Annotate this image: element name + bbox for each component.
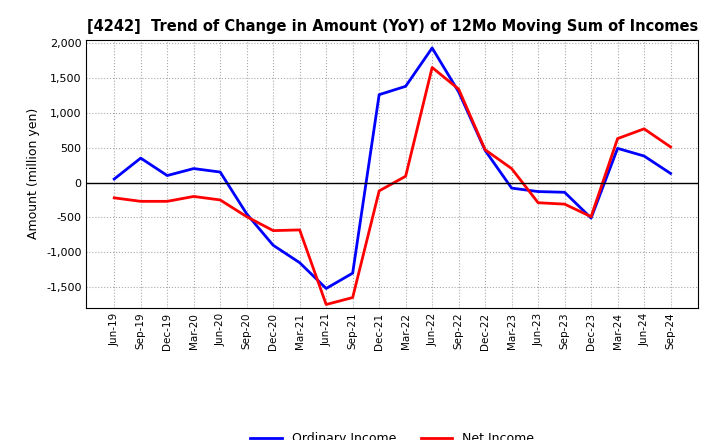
Net Income xyxy=(428,65,436,70)
Ordinary Income xyxy=(295,260,304,265)
Net Income xyxy=(613,136,622,141)
Net Income xyxy=(216,197,225,202)
Title: [4242]  Trend of Change in Amount (YoY) of 12Mo Moving Sum of Incomes: [4242] Trend of Change in Amount (YoY) o… xyxy=(87,19,698,34)
Net Income xyxy=(534,200,542,205)
Ordinary Income xyxy=(216,169,225,175)
Ordinary Income xyxy=(348,271,357,276)
Net Income xyxy=(560,202,569,207)
Net Income xyxy=(163,199,171,204)
Ordinary Income xyxy=(481,148,490,153)
Ordinary Income xyxy=(401,84,410,89)
Ordinary Income xyxy=(322,286,330,291)
Ordinary Income xyxy=(534,189,542,194)
Net Income xyxy=(348,295,357,300)
Net Income xyxy=(269,228,277,233)
Ordinary Income xyxy=(136,155,145,161)
Net Income xyxy=(322,302,330,307)
Line: Ordinary Income: Ordinary Income xyxy=(114,48,670,289)
Ordinary Income xyxy=(375,92,384,97)
Net Income xyxy=(481,147,490,152)
Ordinary Income xyxy=(560,190,569,195)
Net Income xyxy=(375,188,384,194)
Legend: Ordinary Income, Net Income: Ordinary Income, Net Income xyxy=(246,427,539,440)
Ordinary Income xyxy=(163,173,171,178)
Net Income xyxy=(587,214,595,219)
Y-axis label: Amount (million yen): Amount (million yen) xyxy=(27,108,40,239)
Ordinary Income xyxy=(269,242,277,248)
Ordinary Income xyxy=(428,45,436,51)
Net Income xyxy=(508,166,516,171)
Ordinary Income xyxy=(613,146,622,151)
Ordinary Income xyxy=(243,211,251,216)
Line: Net Income: Net Income xyxy=(114,67,670,304)
Net Income xyxy=(666,144,675,150)
Net Income xyxy=(401,174,410,179)
Ordinary Income xyxy=(508,185,516,191)
Ordinary Income xyxy=(640,154,649,159)
Net Income xyxy=(136,199,145,204)
Ordinary Income xyxy=(189,166,198,171)
Ordinary Income xyxy=(110,176,119,182)
Net Income xyxy=(189,194,198,199)
Net Income xyxy=(454,86,463,92)
Net Income xyxy=(110,195,119,201)
Net Income xyxy=(640,126,649,132)
Net Income xyxy=(295,227,304,233)
Net Income xyxy=(243,214,251,219)
Ordinary Income xyxy=(666,171,675,176)
Ordinary Income xyxy=(454,89,463,95)
Ordinary Income xyxy=(587,216,595,221)
